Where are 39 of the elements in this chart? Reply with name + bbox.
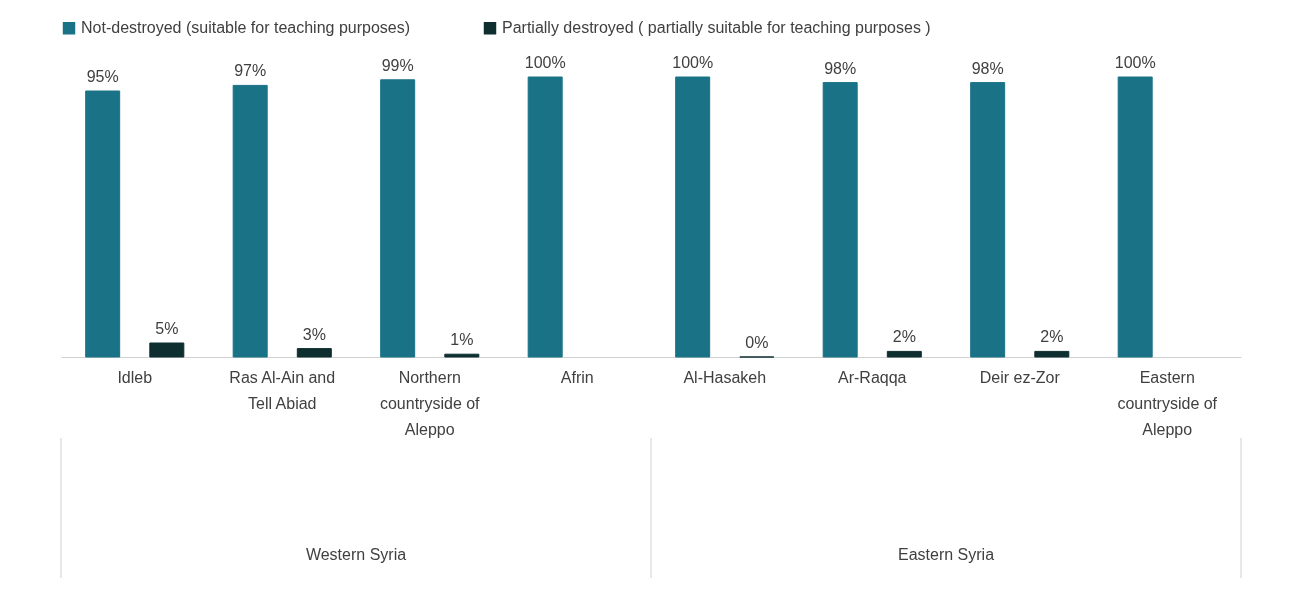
data-label: 2%	[1040, 328, 1064, 346]
bar	[85, 90, 121, 358]
data-label: 1%	[450, 331, 474, 349]
bar	[1117, 76, 1153, 358]
bar	[822, 82, 858, 358]
bar	[149, 342, 185, 358]
legend-label: Partially destroyed ( partially suitable for teaching purposes )	[502, 19, 931, 37]
x-tick-label: Al-Hasakeh	[683, 368, 767, 386]
x-tick-label: Afrin	[560, 368, 594, 386]
data-label: 98%	[971, 59, 1004, 77]
bar	[675, 76, 711, 358]
x-tick-label: Ar-Raqqa	[838, 368, 907, 386]
data-label: 3%	[302, 325, 326, 343]
data-label: 99%	[381, 56, 414, 74]
data-label: 98%	[824, 59, 857, 77]
x-tick-label: Idleb	[117, 368, 153, 386]
bar	[444, 353, 480, 358]
bar	[1034, 350, 1070, 358]
data-label: 95%	[86, 68, 119, 85]
x-tick-label: Ras Al-Ain and Tell Abiad	[229, 368, 336, 412]
legend-label: Not-destroyed (suitable for teaching purposes)	[81, 19, 411, 37]
data-label: 97%	[234, 62, 267, 80]
bar	[970, 82, 1006, 358]
data-label: 2%	[892, 328, 916, 346]
text: Eastern Syria	[897, 546, 995, 563]
bar	[296, 348, 332, 358]
bar	[232, 84, 268, 358]
bar	[886, 350, 922, 358]
data-label: 100%	[672, 54, 714, 71]
text: Western Syria	[305, 546, 407, 563]
data-label: 5%	[155, 320, 179, 337]
bar	[380, 79, 416, 358]
bar	[527, 76, 563, 358]
x-tick-label: Eastern countryside of Aleppo	[1117, 368, 1218, 438]
data-label: 0%	[745, 334, 769, 351]
data-label: 100%	[1114, 54, 1156, 71]
data-label: 100%	[524, 54, 566, 71]
x-tick-label: Northern countryside of Aleppo	[379, 368, 481, 438]
x-tick-label: Deir ez-Zor	[979, 368, 1061, 386]
